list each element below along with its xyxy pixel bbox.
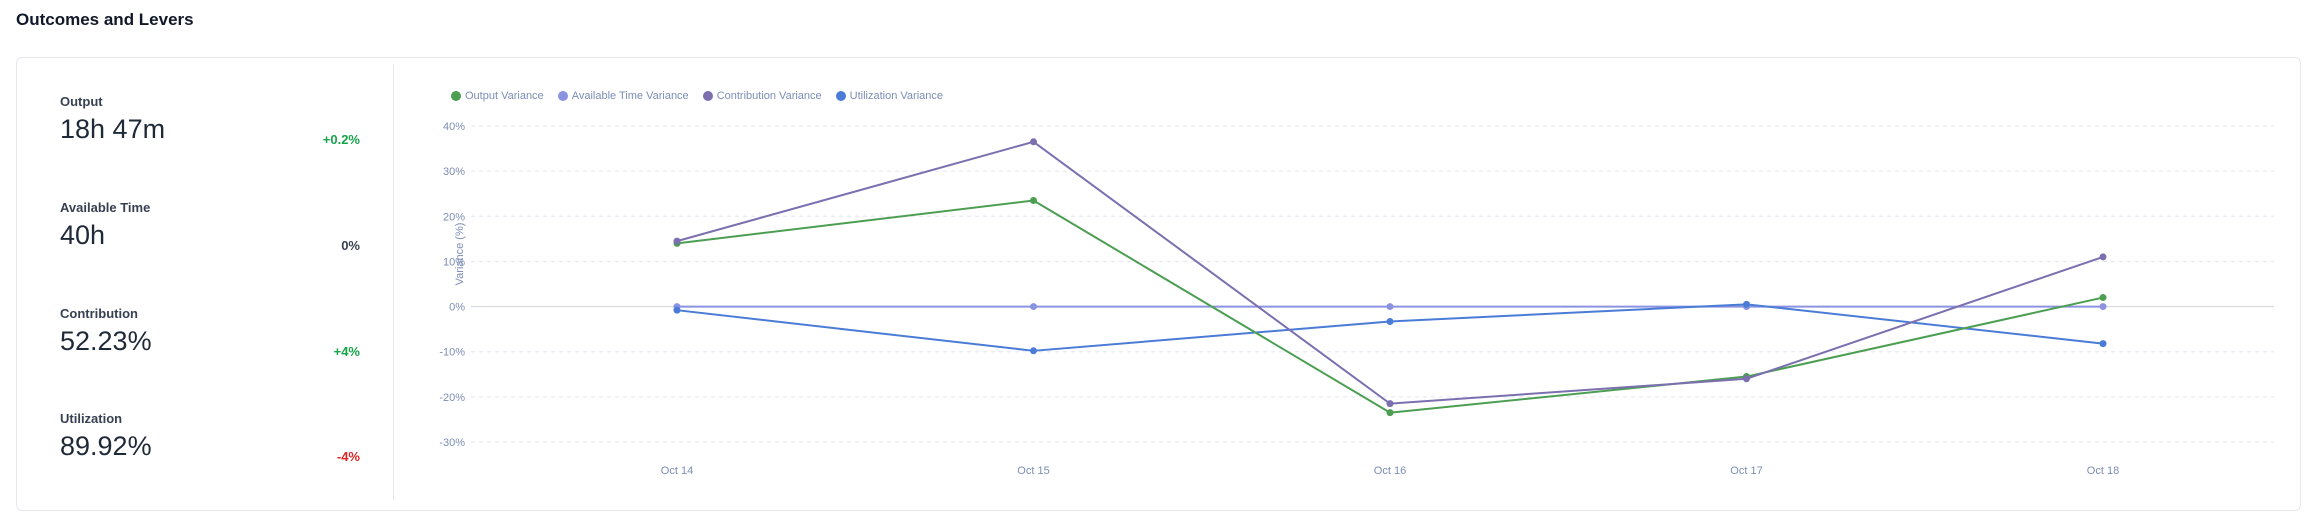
metric-change: 0% bbox=[341, 238, 360, 253]
legend-item-output-variance[interactable]: Output Variance bbox=[451, 90, 544, 102]
metric-contribution: Contribution 52.23% +4% bbox=[60, 306, 360, 386]
legend-label: Contribution Variance bbox=[716, 90, 822, 102]
legend-dot-icon bbox=[702, 91, 713, 101]
metric-value: 89.92% bbox=[60, 431, 152, 461]
section-title: Outcomes and Levers bbox=[16, 10, 194, 29]
data-point-utilization bbox=[1030, 347, 1037, 355]
metric-value: 18h 47m bbox=[60, 114, 166, 144]
legend-label: Available Time Variance bbox=[571, 90, 689, 102]
metric-label: Output bbox=[60, 94, 103, 109]
metric-label: Utilization bbox=[60, 411, 123, 426]
data-point-contribution bbox=[673, 237, 681, 245]
data-point-available-time bbox=[2099, 303, 2107, 311]
metric-available-time: Available Time 40h 0% bbox=[60, 200, 360, 280]
series-line-contribution bbox=[676, 140, 2104, 405]
metric-label: Available Time bbox=[60, 200, 151, 215]
data-point-output bbox=[1386, 409, 1394, 417]
legend-dot-icon bbox=[451, 91, 461, 101]
variance-chart: Output Variance Available Time Variance … bbox=[394, 58, 2300, 510]
data-point-available-time bbox=[1030, 303, 1037, 311]
outcomes-card: Output 18h 47m +0.2% Available Time 40h … bbox=[16, 57, 2301, 511]
y-tick-label: 10% bbox=[443, 256, 465, 268]
y-tick-label: 20% bbox=[443, 211, 465, 223]
metric-value: 52.23% bbox=[60, 326, 152, 356]
data-point-contribution bbox=[1743, 375, 1750, 383]
y-tick-label: 40% bbox=[443, 121, 465, 133]
chart-legend: Output Variance Available Time Variance … bbox=[451, 90, 943, 102]
data-point-available-time bbox=[1386, 303, 1394, 311]
legend-item-available-time-variance[interactable]: Available Time Variance bbox=[557, 90, 689, 102]
y-axis-label: Variance (%) bbox=[454, 223, 466, 286]
x-tick-label: Oct 14 bbox=[661, 465, 693, 477]
data-point-utilization bbox=[2099, 340, 2107, 348]
legend-item-utilization-variance[interactable]: Utilization Variance bbox=[835, 90, 943, 102]
data-point-utilization bbox=[673, 306, 681, 314]
metric-change: +0.2% bbox=[322, 132, 360, 147]
metric-change: +4% bbox=[333, 344, 360, 359]
x-tick-label: Oct 18 bbox=[2087, 465, 2119, 477]
y-tick-label: -20% bbox=[439, 392, 465, 404]
legend-dot-icon bbox=[835, 91, 846, 101]
x-tick-label: Oct 17 bbox=[1730, 465, 1762, 477]
data-point-contribution bbox=[1386, 400, 1394, 408]
series-line-utilization bbox=[676, 303, 2104, 352]
metric-output: Output 18h 47m +0.2% bbox=[60, 94, 360, 174]
chart-plot: 40% 30% 20% 10% 0% -10% -20% -30% Variance (%) Oc… bbox=[439, 121, 2274, 477]
y-tick-label: 30% bbox=[443, 166, 465, 178]
x-tick-label: Oct 15 bbox=[1017, 465, 1049, 477]
y-tick-label: -10% bbox=[439, 347, 465, 359]
metric-value: 40h bbox=[60, 220, 106, 250]
legend-label: Output Variance bbox=[465, 90, 544, 102]
legend-item-contribution-variance[interactable]: Contribution Variance bbox=[702, 90, 822, 102]
data-point-contribution bbox=[1030, 138, 1037, 146]
panel-divider bbox=[393, 64, 394, 500]
metrics-panel: Output 18h 47m +0.2% Available Time 40h … bbox=[17, 58, 393, 510]
metric-change: -4% bbox=[336, 449, 360, 464]
data-point-utilization bbox=[1743, 300, 1750, 308]
y-tick-label: 0% bbox=[449, 302, 465, 314]
metric-utilization: Utilization 89.92% -4% bbox=[60, 411, 360, 491]
data-point-output bbox=[1030, 196, 1037, 204]
x-tick-label: Oct 16 bbox=[1374, 465, 1406, 477]
metric-label: Contribution bbox=[60, 306, 138, 321]
data-point-output bbox=[2099, 294, 2107, 302]
legend-label: Utilization Variance bbox=[849, 90, 943, 102]
data-point-contribution bbox=[2099, 253, 2107, 261]
data-point-utilization bbox=[1386, 317, 1394, 325]
y-tick-label: -30% bbox=[439, 437, 465, 449]
legend-dot-icon bbox=[557, 91, 568, 101]
